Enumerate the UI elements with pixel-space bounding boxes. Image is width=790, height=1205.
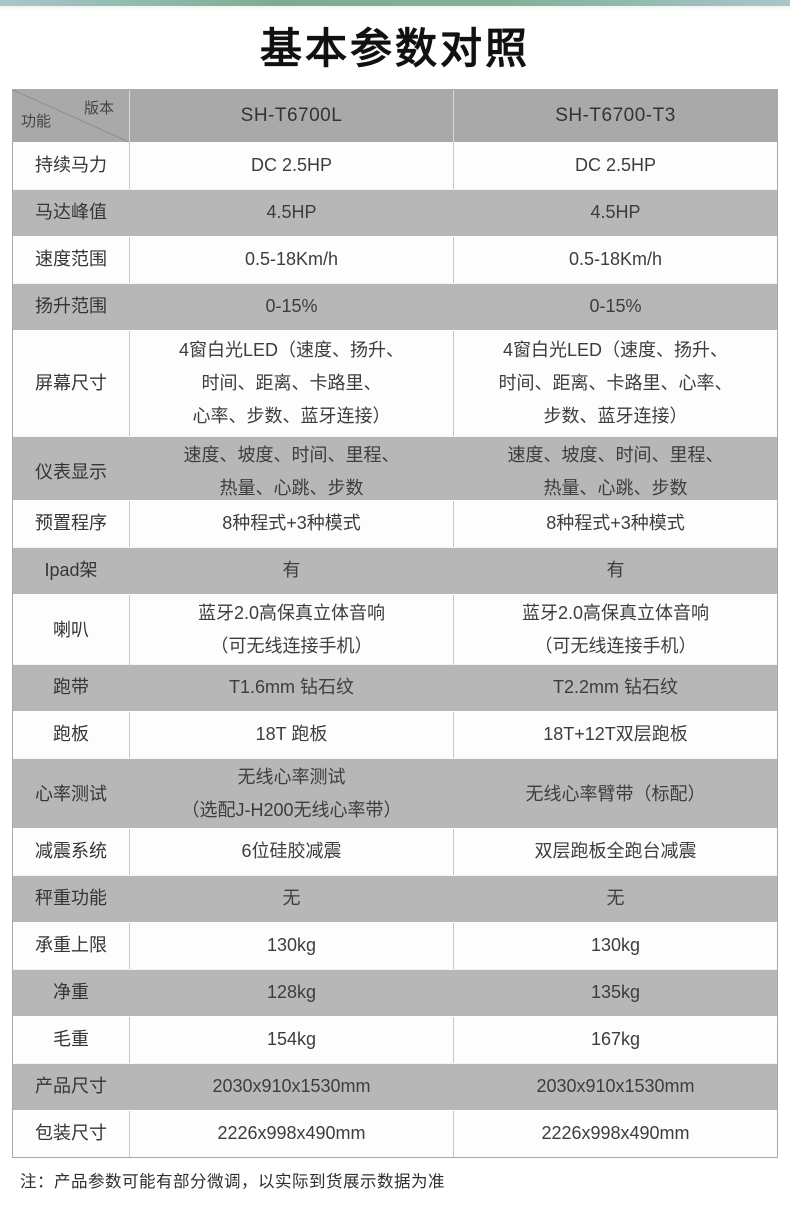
row-label: 扬升范围 — [35, 296, 107, 317]
row-label: 马达峰值 — [35, 202, 107, 223]
cell-model-1: 8种程式+3种模式 — [129, 501, 453, 547]
row-label: 包装尺寸 — [35, 1123, 107, 1144]
page-title: 基本参数对照 — [259, 25, 530, 72]
table-row: 产品尺寸 2030x910x1530mm 2030x910x1530mm — [13, 1063, 777, 1110]
spec-table: 版本 功能 SH-T6700L SH-T6700-T3 持续马力 DC 2.5H… — [12, 89, 778, 1158]
table-row: Ipad架 有 有 — [13, 547, 777, 594]
cell-model-1: 6位硅胶减震 — [129, 829, 453, 875]
row-label: 心率测试 — [35, 783, 107, 804]
cell-model-1: 0.5-18Km/h — [129, 237, 453, 283]
table-row: 喇叭 蓝牙2.0高保真立体音响 （可无线连接手机） 蓝牙2.0高保真立体音响 （… — [13, 594, 777, 666]
cell-model-2: 2226x998x490mm — [453, 1111, 777, 1157]
cell-model-1: 154kg — [129, 1017, 453, 1063]
row-label: 承重上限 — [35, 935, 107, 956]
diagonal-divider-line — [13, 90, 129, 142]
row-label: 持续马力 — [35, 154, 107, 175]
cell-model-2: 18T+12T双层跑板 — [453, 712, 777, 758]
cell-model-2: 2030x910x1530mm — [536, 1076, 695, 1097]
cell-model-2: 135kg — [590, 982, 641, 1003]
table-header-row: 版本 功能 SH-T6700L SH-T6700-T3 — [13, 90, 777, 142]
table-row: 屏幕尺寸 4窗白光LED（速度、扬升、 时间、距离、卡路里、 心率、步数、蓝牙连… — [13, 330, 777, 436]
cell-model-1: 130kg — [129, 923, 453, 969]
row-label: 跑板 — [53, 724, 89, 745]
row-label: 仪表显示 — [35, 461, 107, 482]
table-row: 扬升范围 0-15% 0-15% — [13, 283, 777, 330]
table-row: 心率测试 无线心率测试 （选配J-H200无线心率带） 无线心率臂带（标配） — [13, 758, 777, 828]
footnote: 注：产品参数可能有部分微调，以实际到货展示数据为准 — [20, 1173, 445, 1191]
cell-model-2: 无线心率臂带（标配） — [525, 783, 706, 804]
cell-model-2: 4.5HP — [590, 202, 641, 223]
row-label: 净重 — [53, 982, 89, 1003]
table-row: 毛重 154kg 167kg — [13, 1016, 777, 1063]
cell-model-1: 4.5HP — [266, 202, 317, 223]
cell-model-1: DC 2.5HP — [129, 142, 453, 189]
row-label: 喇叭 — [53, 619, 89, 640]
cell-model-2: 无 — [606, 888, 625, 909]
cell-model-2: 130kg — [453, 923, 777, 969]
row-label: 毛重 — [53, 1029, 89, 1050]
table-row: 预置程序 8种程式+3种模式 8种程式+3种模式 — [13, 500, 777, 547]
top-accent-bar — [0, 0, 790, 6]
cell-model-2: 8种程式+3种模式 — [453, 501, 777, 547]
cell-model-2: 0-15% — [589, 296, 642, 317]
table-row: 承重上限 130kg 130kg — [13, 922, 777, 969]
corner-label-version: 版本 — [83, 100, 114, 117]
row-label: 速度范围 — [35, 249, 107, 270]
table-row: 减震系统 6位硅胶减震 双层跑板全跑台减震 — [13, 828, 777, 875]
corner-label-function: 功能 — [21, 113, 52, 131]
row-label: 减震系统 — [35, 841, 107, 862]
row-label: 预置程序 — [35, 513, 107, 534]
cell-model-2: T2.2mm 钻石纹 — [552, 677, 678, 698]
cell-model-1: 无 — [282, 888, 301, 909]
cell-model-1: 4窗白光LED（速度、扬升、 时间、距离、卡路里、 心率、步数、蓝牙连接） — [129, 331, 453, 436]
table-row: 包装尺寸 2226x998x490mm 2226x998x490mm — [13, 1110, 777, 1157]
cell-model-1: T1.6mm 钻石纹 — [228, 677, 354, 698]
cell-model-1: 18T 跑板 — [129, 712, 453, 758]
row-label: 屏幕尺寸 — [35, 372, 107, 393]
cell-model-1: 无线心率测试 （选配J-H200无线心率带） — [181, 767, 402, 821]
corner-cell: 版本 功能 — [13, 90, 129, 142]
table-row: 马达峰值 4.5HP 4.5HP — [13, 189, 777, 236]
table-row: 净重 128kg 135kg — [13, 969, 777, 1016]
row-label: 秤重功能 — [35, 888, 107, 909]
table-row: 秤重功能 无 无 — [13, 875, 777, 922]
cell-model-2: 速度、坡度、时间、里程、 热量、心跳、步数 — [507, 445, 724, 499]
row-label: 产品尺寸 — [35, 1076, 107, 1097]
column-header-model-2: SH-T6700-T3 — [453, 90, 777, 142]
cell-model-2: 双层跑板全跑台减震 — [453, 829, 777, 875]
cell-model-2: 4窗白光LED（速度、扬升、 时间、距离、卡路里、心率、 步数、蓝牙连接） — [453, 331, 777, 436]
cell-model-2: 0.5-18Km/h — [453, 237, 777, 283]
cell-model-1: 有 — [282, 560, 301, 581]
table-row: 跑带 T1.6mm 钻石纹 T2.2mm 钻石纹 — [13, 664, 777, 711]
table-row: 仪表显示 速度、坡度、时间、里程、 热量、心跳、步数 速度、坡度、时间、里程、 … — [13, 436, 777, 500]
top-accent-fade — [0, 6, 790, 11]
row-label: 跑带 — [53, 677, 89, 698]
row-label: Ipad架 — [44, 560, 98, 581]
cell-model-2: 有 — [606, 560, 625, 581]
table-row: 持续马力 DC 2.5HP DC 2.5HP — [13, 142, 777, 189]
table-body: 持续马力 DC 2.5HP DC 2.5HP 马达峰值 4.5HP 4.5HP … — [13, 142, 777, 1157]
table-row: 跑板 18T 跑板 18T+12T双层跑板 — [13, 711, 777, 758]
cell-model-1: 128kg — [266, 982, 317, 1003]
cell-model-2: 167kg — [453, 1017, 777, 1063]
cell-model-2: DC 2.5HP — [453, 142, 777, 189]
cell-model-1: 速度、坡度、时间、里程、 热量、心跳、步数 — [183, 445, 400, 499]
cell-model-1: 2030x910x1530mm — [212, 1076, 371, 1097]
cell-model-1: 蓝牙2.0高保真立体音响 （可无线连接手机） — [129, 595, 453, 666]
cell-model-2: 蓝牙2.0高保真立体音响 （可无线连接手机） — [453, 595, 777, 666]
column-header-model-1: SH-T6700L — [129, 90, 453, 142]
table-row: 速度范围 0.5-18Km/h 0.5-18Km/h — [13, 236, 777, 283]
cell-model-1: 2226x998x490mm — [129, 1111, 453, 1157]
cell-model-1: 0-15% — [265, 296, 318, 317]
